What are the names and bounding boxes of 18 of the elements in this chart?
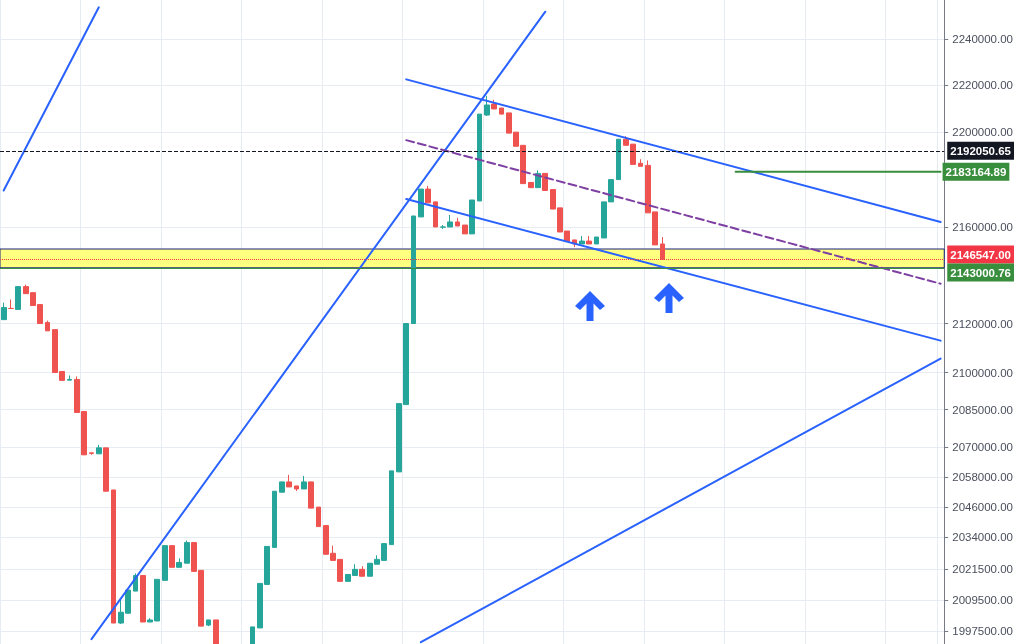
data-label: 2183164.89 xyxy=(945,165,1007,178)
ref-line-label: 2143000.76 xyxy=(950,266,1012,279)
y-tick-label: 2085000.00 xyxy=(952,403,1014,416)
y-tick-label: 2021500.00 xyxy=(952,563,1014,576)
ref-line-label: 2146547.00 xyxy=(950,248,1012,261)
y-tick-label: 2034000.00 xyxy=(952,531,1014,544)
y-tick-label: 2070000.00 xyxy=(952,440,1014,453)
y-tick-label: 2046000.00 xyxy=(952,501,1014,514)
y-tick-label: 2220000.00 xyxy=(952,79,1014,92)
y-tick-label: 2120000.00 xyxy=(952,317,1014,330)
y-tick-label: 2240000.00 xyxy=(952,33,1014,46)
ref-line-label: 2192050.65 xyxy=(950,144,1012,157)
y-tick-label: 2160000.00 xyxy=(952,220,1014,233)
y-tick-label: 2200000.00 xyxy=(952,126,1014,139)
y-tick-label: 2009500.00 xyxy=(952,594,1014,607)
y-tick-label: 2100000.00 xyxy=(952,366,1014,379)
y-tick-label: 2058000.00 xyxy=(952,470,1014,483)
y-tick-label: 1997500.00 xyxy=(952,625,1014,638)
